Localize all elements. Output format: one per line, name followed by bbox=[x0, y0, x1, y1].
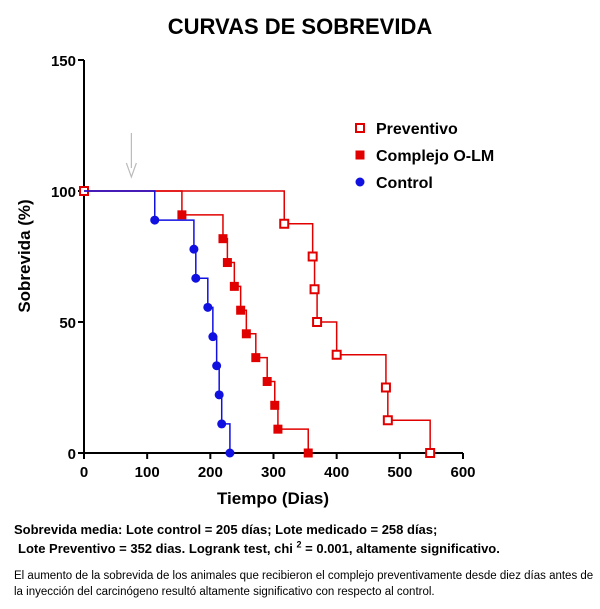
series-preventivo bbox=[79, 186, 436, 458]
survival-chart: CURVAS DE SOBREVIDA Sobrevida (%) Tiempo… bbox=[15, 14, 494, 508]
data-point bbox=[382, 415, 393, 426]
data-point bbox=[214, 390, 224, 400]
data-point bbox=[236, 305, 246, 315]
data-point bbox=[222, 258, 232, 268]
summary-line-1: Sobrevida media: Lote control = 205 días… bbox=[14, 522, 438, 537]
data-point bbox=[279, 218, 290, 229]
data-point bbox=[380, 382, 391, 393]
chart-title: CURVAS DE SOBREVIDA bbox=[168, 14, 433, 39]
x-tick-label: 500 bbox=[387, 464, 412, 481]
axes: 0 50 100 150 0 100 200 300 400 500 600 bbox=[51, 53, 476, 481]
data-point bbox=[331, 349, 342, 360]
data-point bbox=[189, 244, 199, 254]
x-tick-label: 300 bbox=[261, 464, 286, 481]
data-point bbox=[203, 302, 213, 312]
data-point bbox=[225, 448, 235, 458]
data-point bbox=[270, 400, 280, 410]
data-point bbox=[241, 329, 251, 339]
data-point bbox=[208, 332, 218, 342]
legend-label: Preventivo bbox=[376, 121, 458, 138]
y-axis-label: Sobrevida (%) bbox=[15, 199, 34, 312]
x-tick-label: 400 bbox=[324, 464, 349, 481]
data-point bbox=[303, 448, 313, 458]
data-point bbox=[212, 361, 222, 371]
series-layer bbox=[79, 186, 436, 458]
data-point bbox=[309, 284, 320, 295]
arrow-annotation bbox=[125, 133, 137, 179]
summary-line-2-b: = 0.001, altamente significativo. bbox=[301, 541, 500, 556]
x-tick-label: 600 bbox=[450, 464, 475, 481]
x-tick-label: 200 bbox=[198, 464, 223, 481]
y-tick-label: 0 bbox=[68, 446, 76, 463]
arrow-head bbox=[125, 162, 137, 179]
summary-line-2: Lote Preventivo = 352 dias. Logrank test… bbox=[14, 539, 594, 558]
y-tick-label: 50 bbox=[59, 315, 76, 332]
footnote: El aumento de la sobrevida de los animal… bbox=[14, 570, 594, 598]
series-complejo-o-lm bbox=[84, 190, 313, 458]
data-point bbox=[177, 210, 187, 220]
legend-label: Control bbox=[376, 175, 433, 192]
series-step-line bbox=[84, 190, 309, 453]
data-point bbox=[262, 376, 272, 386]
data-point bbox=[307, 251, 318, 262]
data-point bbox=[218, 234, 228, 244]
legend-marker bbox=[355, 123, 365, 133]
series-step-line bbox=[84, 190, 231, 453]
y-tick-label: 100 bbox=[51, 184, 76, 201]
data-point bbox=[150, 215, 160, 225]
legend-label: Complejo O-LM bbox=[376, 148, 494, 165]
data-point bbox=[191, 273, 201, 283]
legend-marker bbox=[355, 177, 365, 187]
data-point bbox=[425, 448, 436, 458]
data-point bbox=[251, 353, 261, 363]
legend: Preventivo Complejo O-LM Control bbox=[355, 121, 494, 192]
data-point bbox=[217, 419, 227, 429]
x-axis-label: Tiempo (Dias) bbox=[217, 489, 329, 508]
summary-caption: Sobrevida media: Lote control = 205 días… bbox=[14, 520, 594, 558]
summary-line-2-a: Lote Preventivo = 352 dias. Logrank test… bbox=[18, 541, 297, 556]
x-tick-label: 0 bbox=[80, 464, 88, 481]
legend-marker bbox=[355, 150, 365, 160]
chi-exponent: 2 bbox=[296, 539, 302, 550]
y-tick-label: 150 bbox=[51, 53, 76, 70]
x-tick-label: 100 bbox=[135, 464, 160, 481]
series-step-line bbox=[84, 190, 431, 453]
data-point bbox=[229, 281, 239, 291]
data-point bbox=[312, 317, 323, 327]
series-control bbox=[84, 190, 235, 458]
data-point bbox=[273, 424, 283, 434]
